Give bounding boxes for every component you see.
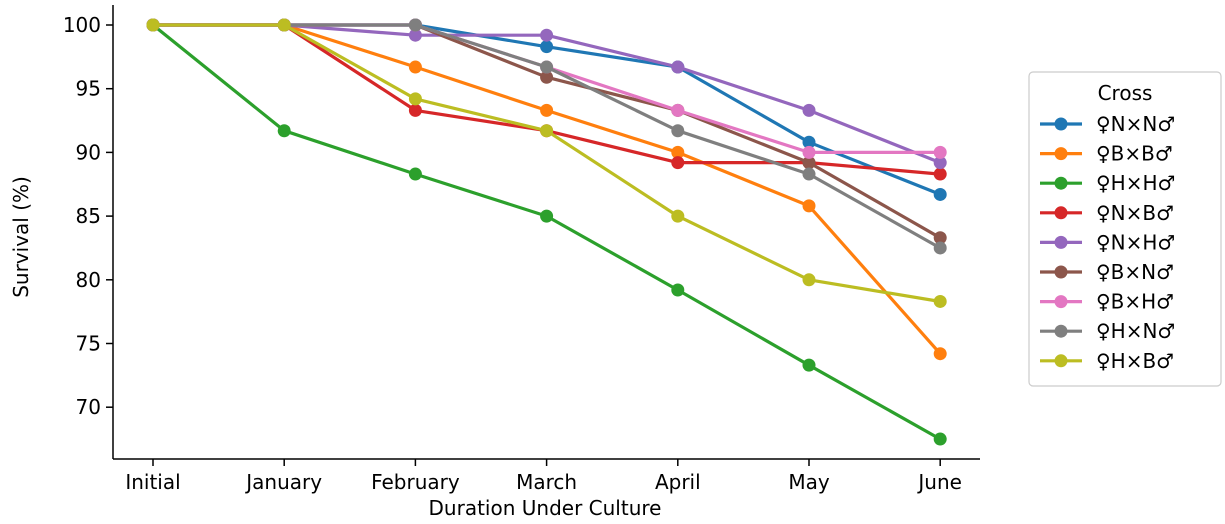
legend-entry: ♀H×B♂ xyxy=(1040,349,1174,373)
legend-entry: ♀N×H♂ xyxy=(1040,230,1175,254)
data-point xyxy=(933,347,947,361)
legend-marker xyxy=(1054,176,1068,190)
data-point xyxy=(802,273,816,287)
y-tick-label: 90 xyxy=(76,140,101,164)
legend-label: ♀N×B♂ xyxy=(1096,201,1174,225)
data-point xyxy=(277,124,291,138)
legend-frame xyxy=(1028,71,1222,387)
legend-entries: ♀N×N♂ ♀B×B♂ ♀H×H♂ ♀N×B♂ ♀N×H♂ ♀B×N♂ ♀B×H♂ ♀H×N♂… xyxy=(1040,112,1175,373)
data-point xyxy=(671,156,685,170)
data-point xyxy=(933,432,947,446)
x-tick-label: June xyxy=(916,470,962,494)
data-point xyxy=(933,241,947,255)
x-tick-label: April xyxy=(655,470,701,494)
legend-marker xyxy=(1054,354,1068,368)
legend-marker xyxy=(1054,295,1068,309)
y-tick-label: 85 xyxy=(76,204,101,228)
data-point xyxy=(671,283,685,297)
series-8 xyxy=(146,18,947,308)
y-tick-label: 100 xyxy=(63,13,101,37)
data-point xyxy=(933,145,947,159)
data-point xyxy=(802,167,816,181)
legend-marker xyxy=(1054,265,1068,279)
legend-label: ♀N×H♂ xyxy=(1096,230,1175,254)
x-tick-label: Initial xyxy=(125,470,180,494)
legend-marker xyxy=(1054,147,1068,161)
data-point xyxy=(802,145,816,159)
data-point xyxy=(671,124,685,138)
data-point xyxy=(277,18,291,32)
x-tick-label: February xyxy=(371,470,460,494)
series-4 xyxy=(146,18,947,170)
data-point xyxy=(146,18,160,32)
legend-entry: ♀H×H♂ xyxy=(1040,171,1175,195)
data-point xyxy=(408,103,422,117)
x-axis-title: Duration Under Culture xyxy=(429,496,662,520)
axes: 70 75 80 85 90 95 100 Initial January February Mar… xyxy=(63,5,980,494)
legend-marker xyxy=(1054,117,1068,131)
y-tick-label: 75 xyxy=(76,332,101,356)
data-point xyxy=(408,60,422,74)
y-tick-label: 70 xyxy=(76,395,101,419)
data-point xyxy=(671,145,685,159)
data-point xyxy=(540,70,554,84)
x-tick-label: January xyxy=(244,470,322,494)
y-axis-title: Survival (%) xyxy=(9,176,33,298)
legend-title: Cross xyxy=(1098,81,1153,105)
legend-entry: ♀N×B♂ xyxy=(1040,201,1174,225)
series-line xyxy=(151,23,942,441)
x-tick-label: May xyxy=(788,470,830,494)
data-point xyxy=(802,156,816,170)
data-point xyxy=(540,40,554,54)
legend-marker xyxy=(1054,324,1068,338)
legend-entry: ♀H×N♂ xyxy=(1040,319,1175,343)
data-point xyxy=(802,199,816,213)
data-point xyxy=(540,60,554,74)
legend-entry: ♀N×N♂ xyxy=(1040,112,1175,136)
x-tick-label: March xyxy=(516,470,577,494)
data-point xyxy=(540,209,554,223)
legend-marker xyxy=(1054,235,1068,249)
legend-label: ♀B×H♂ xyxy=(1096,290,1174,314)
data-point xyxy=(933,156,947,170)
legend-entry: ♀B×B♂ xyxy=(1040,142,1173,166)
data-point xyxy=(408,18,422,32)
data-point xyxy=(802,358,816,372)
y-tick-label: 80 xyxy=(76,268,101,292)
data-point xyxy=(933,187,947,201)
legend-marker xyxy=(1054,206,1068,220)
data-point xyxy=(802,135,816,149)
data-point xyxy=(802,103,816,117)
data-point xyxy=(408,92,422,106)
data-point xyxy=(933,231,947,245)
legend-entry: ♀B×N♂ xyxy=(1040,260,1174,284)
legend-label: ♀H×B♂ xyxy=(1096,349,1174,373)
data-point xyxy=(671,60,685,74)
data-point xyxy=(540,124,554,138)
legend-label: ♀B×B♂ xyxy=(1096,142,1173,166)
series-layer xyxy=(146,18,947,446)
data-point xyxy=(540,103,554,117)
data-point xyxy=(933,294,947,308)
y-tick-label: 95 xyxy=(76,77,101,101)
data-point xyxy=(671,209,685,223)
legend: Cross ♀N×N♂ ♀B×B♂ ♀H×H♂ ♀N×B♂ ♀N×H♂ ♀B×N♂ ♀B×H… xyxy=(1028,71,1222,387)
data-point xyxy=(408,28,422,42)
data-point xyxy=(408,167,422,181)
legend-label: ♀H×H♂ xyxy=(1096,171,1175,195)
legend-label: ♀N×N♂ xyxy=(1096,112,1175,136)
series-2 xyxy=(146,18,947,446)
legend-entry: ♀B×H♂ xyxy=(1040,290,1174,314)
legend-label: ♀B×N♂ xyxy=(1096,260,1174,284)
data-point xyxy=(933,167,947,181)
data-point xyxy=(540,28,554,42)
data-point xyxy=(671,103,685,117)
legend-label: ♀H×N♂ xyxy=(1096,319,1175,343)
